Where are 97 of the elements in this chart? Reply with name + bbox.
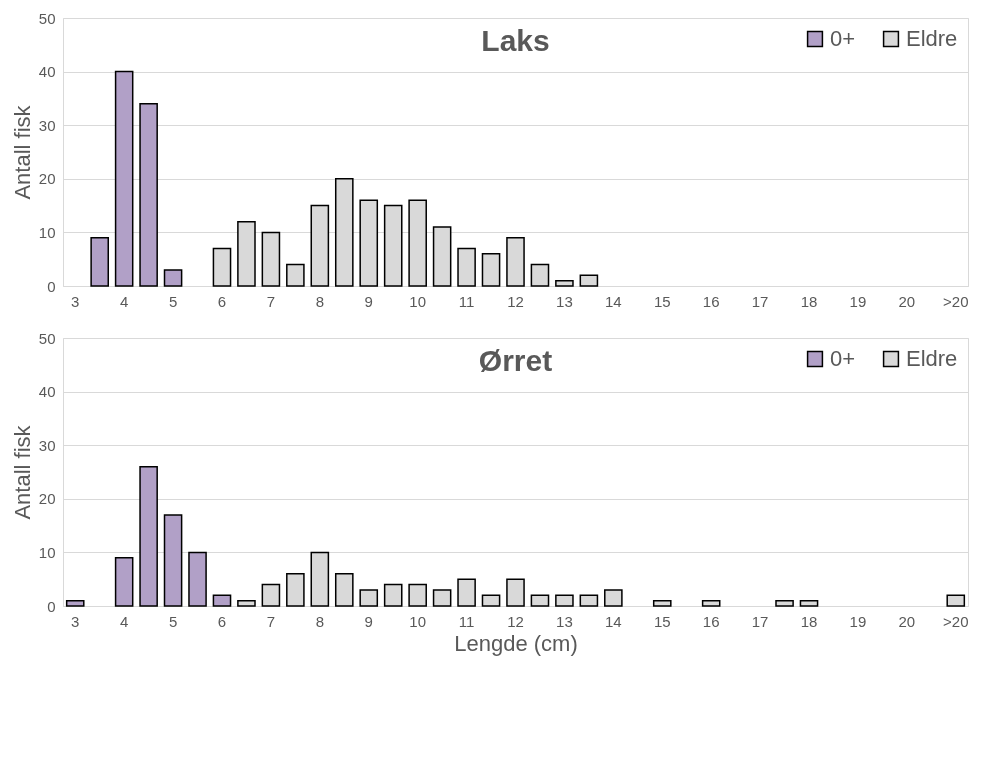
y-tick-label: 30 [38,436,56,454]
x-tick-label: 18 [800,612,818,630]
chart-title: Laks [481,24,550,57]
bar [555,594,574,607]
bar [579,594,599,607]
x-tick-label: 14 [604,612,622,630]
y-axis-title: Antall fisk [9,104,35,200]
bar [652,599,672,607]
x-tick-label: 17 [751,612,769,630]
x-tick-label: 19 [849,612,867,630]
bar [799,599,819,607]
x-tick-label: 14 [604,292,622,310]
x-tick-label: 13 [556,292,573,310]
bar [579,274,599,287]
x-tick-label: 16 [702,292,720,310]
x-tick-label: 10 [409,292,427,310]
x-tick-label: 15 [653,612,671,630]
x-tick-label: 13 [556,612,573,630]
bar [530,594,550,607]
x-tick-label: 4 [119,612,129,630]
bar [946,594,966,607]
y-tick-label: 0 [47,597,56,615]
y-tick-label: 40 [38,63,56,81]
x-tick-label: 18 [800,292,818,310]
y-tick-label: 30 [38,116,56,134]
bar [457,247,476,287]
x-tick-label: >20 [943,292,969,310]
bar [506,237,525,287]
bar [457,578,476,607]
x-tick-label: >20 [943,612,969,630]
bar [408,583,427,607]
bar [383,583,403,607]
y-tick-label: 40 [38,383,56,401]
bar [212,594,232,607]
x-tick-label: 3 [71,292,80,310]
x-tick-label: 9 [364,612,373,630]
x-tick-label: 11 [458,292,475,310]
bar [359,589,379,607]
bar [286,573,305,607]
x-tick-label: 16 [702,612,720,630]
bar [237,599,256,607]
bar [65,599,85,607]
bar [555,279,574,287]
x-tick-label: 19 [849,292,867,310]
bar [163,514,183,607]
x-tick-label: 6 [217,612,227,630]
bar [90,237,109,287]
bar [261,583,281,607]
bar [506,578,525,607]
chart-title: Ørret [478,344,553,377]
bar [775,599,794,607]
x-tick-label: 17 [751,292,769,310]
legend-label: 0+ [830,26,856,51]
y-axis-title: Antall fisk [9,424,35,520]
x-tick-label: 5 [168,292,178,310]
legend-label: Eldre [906,26,958,51]
bar [334,573,354,607]
legend-label: Eldre [906,346,958,371]
y-tick-label: 20 [38,490,56,508]
x-tick-label: 12 [507,292,524,310]
x-tick-label: 3 [71,612,80,630]
y-tick-label: 20 [38,170,56,188]
x-tick-label: 20 [898,612,916,630]
y-tick-label: 10 [38,543,56,561]
y-tick-label: 10 [38,223,56,241]
x-tick-label: 7 [266,612,276,630]
legend-label: 0+ [830,346,856,371]
x-tick-label: 8 [315,612,324,630]
x-axis-title: Lengde (cm) [454,630,578,656]
y-tick-label: 0 [47,277,56,295]
x-tick-label: 20 [898,292,916,310]
bar [286,263,305,287]
x-tick-label: 5 [168,612,178,630]
x-tick-label: 12 [507,612,524,630]
bar [139,465,158,607]
x-tick-label: 10 [409,612,427,630]
bar [481,253,501,287]
bar [604,589,623,607]
x-tick-label: 4 [119,292,129,310]
bar [530,263,550,287]
y-tick-label: 50 [38,329,56,347]
x-tick-label: 11 [458,612,475,630]
bar [139,103,158,287]
x-tick-label: 15 [653,292,671,310]
x-tick-label: 8 [315,292,324,310]
bar [114,557,134,607]
bar [432,589,452,607]
y-tick-label: 50 [38,9,56,27]
bar [212,247,232,287]
bar [114,70,134,287]
bar [163,269,183,287]
x-tick-label: 6 [217,292,227,310]
bar [481,594,501,607]
bar [701,599,721,607]
x-tick-label: 9 [364,292,373,310]
x-tick-label: 7 [266,292,276,310]
bar [188,551,207,607]
